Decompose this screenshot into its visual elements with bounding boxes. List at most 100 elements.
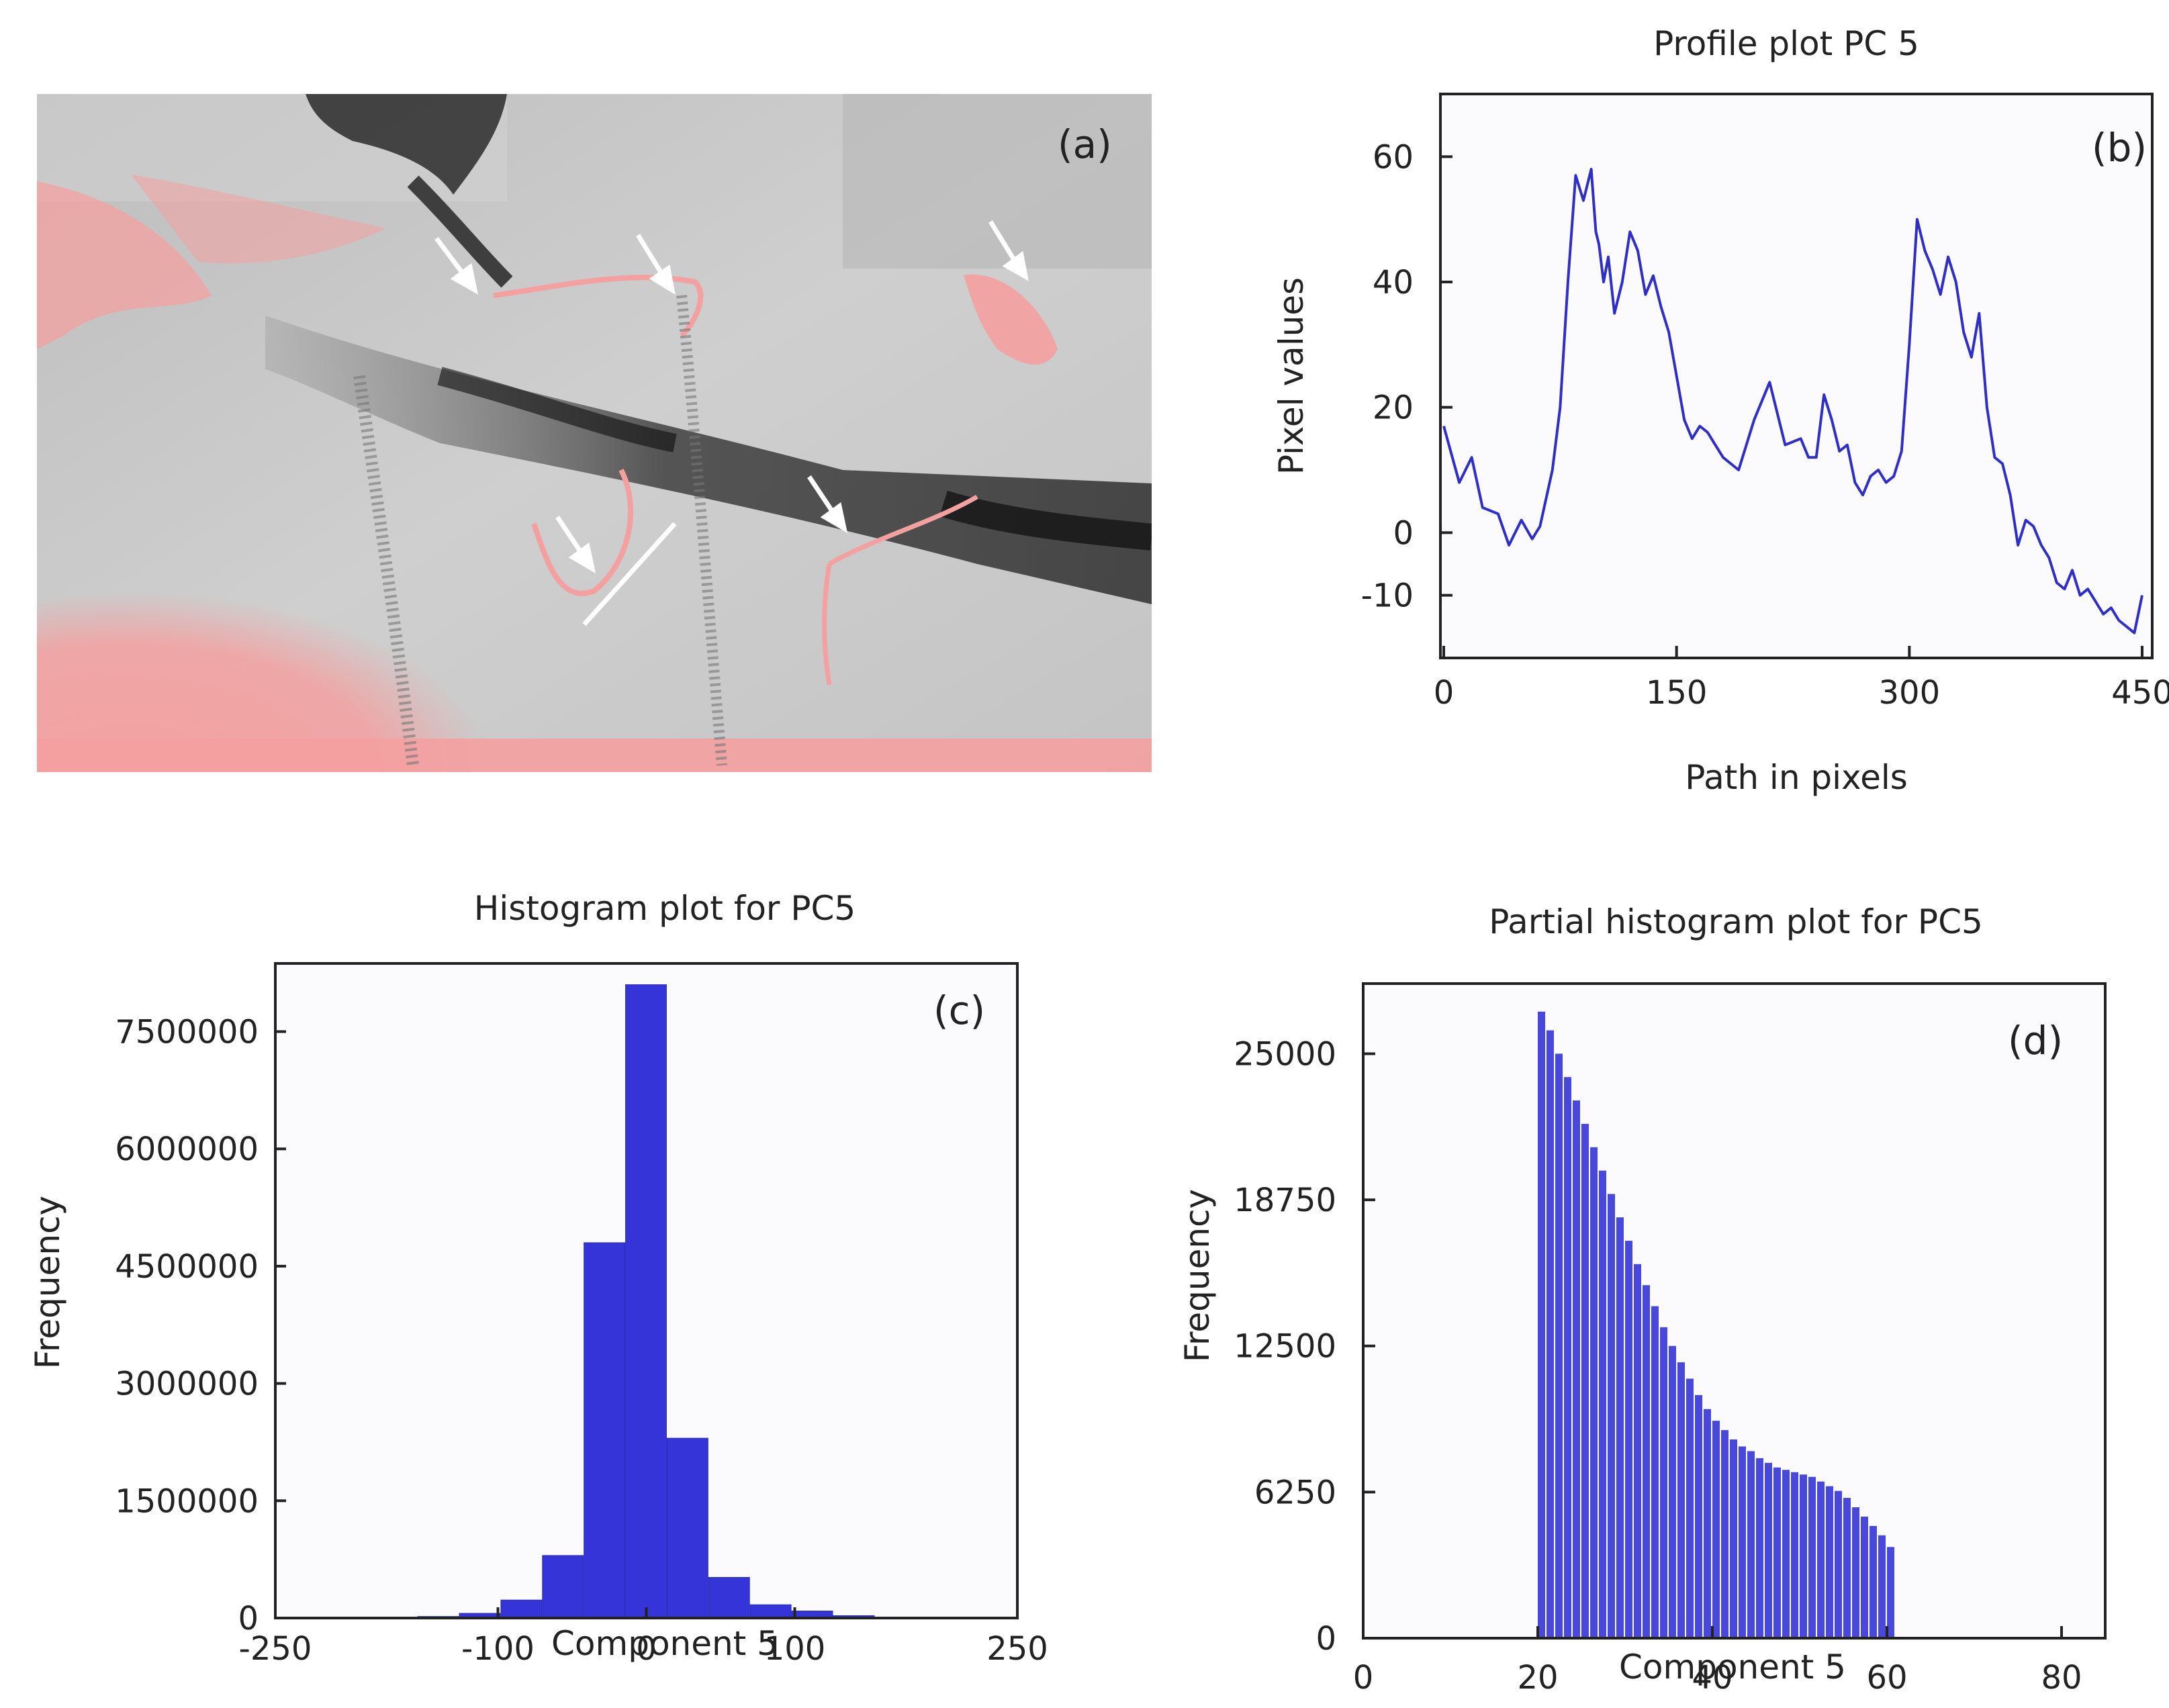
arrow-icon	[636, 234, 676, 295]
profile-plot: Profile plot PC 5 0 150 300 450 60 40 20 0 -10 (…	[1272, 24, 2169, 797]
histogram-bar	[1808, 1476, 1816, 1638]
panel-a: (a)	[37, 94, 1153, 772]
x-tick-label: 100	[764, 1630, 826, 1668]
histogram-bar	[1835, 1490, 1842, 1638]
histogram-bar	[1843, 1498, 1851, 1638]
histogram-bar	[1817, 1481, 1825, 1638]
y-tick-label: 20	[1373, 389, 1414, 427]
y-axis-label: Frequency	[1178, 1189, 1217, 1362]
histogram-bar	[1782, 1470, 1790, 1638]
histogram-bar	[625, 984, 667, 1619]
x-tick-label: 0	[636, 1630, 657, 1668]
panel-d: Partial histogram plot for PC5 0 20 40 60 80…	[1142, 893, 2169, 1705]
y-tick-label: 6000000	[115, 1131, 259, 1168]
y-tick-label: 0	[1316, 1620, 1336, 1658]
panel-b-label: (b)	[2092, 125, 2147, 171]
histogram-bar	[1660, 1327, 1667, 1638]
x-tick-label: 20	[1517, 1659, 1558, 1697]
y-tick-label: 4500000	[115, 1248, 259, 1286]
slick-region-bottom	[37, 470, 641, 772]
histogram-bar	[1791, 1472, 1798, 1638]
x-tick-label: 0	[1434, 674, 1455, 712]
arrow-icon	[555, 516, 596, 574]
histogram-bar	[1870, 1525, 1877, 1638]
chart-title: Profile plot PC 5	[1653, 24, 1919, 63]
histogram-plot: Histogram plot for PC5 -250 -100 0 100 250 0 1…	[28, 889, 1048, 1668]
histogram-bar	[500, 1599, 543, 1619]
x-tick-label: 300	[1879, 674, 1941, 712]
histogram-bar	[1887, 1547, 1894, 1638]
y-tick-label: 7500000	[115, 1014, 259, 1051]
histogram-bar	[1852, 1507, 1859, 1638]
histogram-bar	[1861, 1516, 1868, 1638]
histogram-bar	[1739, 1446, 1746, 1638]
x-tick-label: 40	[1692, 1659, 1733, 1697]
chart-title: Histogram plot for PC5	[474, 889, 856, 928]
histogram-bar	[1564, 1077, 1571, 1638]
histogram-bar	[1538, 1011, 1545, 1638]
y-tick-label: 18750	[1234, 1182, 1336, 1219]
y-tick-label: 6250	[1254, 1474, 1336, 1511]
histogram-bar	[1590, 1147, 1598, 1638]
chart-title: Partial histogram plot for PC5	[1489, 902, 1983, 941]
x-tick-label: 250	[986, 1630, 1048, 1668]
y-axis-label: Pixel values	[1272, 277, 1311, 475]
x-tick-label: -100	[461, 1630, 535, 1668]
histogram-bar	[1625, 1241, 1632, 1638]
histogram-bar	[1704, 1409, 1711, 1638]
histogram-bar	[708, 1576, 750, 1619]
x-axis-label: Component 5	[551, 1624, 778, 1663]
histogram-bar	[1634, 1264, 1641, 1638]
y-tick-label: 3000000	[115, 1366, 259, 1403]
x-tick-label: 450	[2111, 674, 2169, 712]
y-tick-label: 0	[238, 1600, 259, 1638]
profile-transect-line	[582, 522, 677, 626]
x-tick-label: 80	[2041, 1659, 2082, 1697]
panel-a-label: (a)	[1058, 122, 1112, 167]
arrow-icon	[807, 475, 848, 534]
histogram-bar	[1800, 1474, 1807, 1638]
panel-c: Histogram plot for PC5 -250 -100 0 100 250 0 1…	[0, 880, 1074, 1705]
histogram-bar	[1608, 1194, 1615, 1638]
plot-frame	[1362, 982, 2107, 1640]
histogram-bar	[1695, 1394, 1702, 1638]
panel-c-label: (c)	[933, 988, 985, 1033]
histogram-bar	[1555, 1053, 1563, 1638]
histogram-bar	[1651, 1306, 1659, 1638]
x-tick-label: -250	[239, 1630, 312, 1668]
y-tick-label: 12500	[1234, 1328, 1336, 1366]
histogram-bar	[1773, 1467, 1781, 1638]
histogram-bar	[1826, 1486, 1833, 1638]
histogram-bar	[1756, 1458, 1763, 1638]
x-tick-label: 150	[1646, 674, 1708, 712]
plot-frame	[274, 962, 1019, 1619]
series-line-pc5	[1442, 168, 2143, 634]
histogram-bar	[1616, 1217, 1624, 1638]
x-axis-label: Path in pixels	[1685, 758, 1908, 797]
plot-area	[1440, 94, 2152, 658]
histogram-bar	[584, 1242, 626, 1619]
histogram-bar	[1765, 1462, 1772, 1638]
histogram-bar	[749, 1604, 792, 1619]
x-tick-label: 0	[1353, 1659, 1374, 1697]
arrow-icon	[988, 220, 1029, 281]
histogram-bar	[1747, 1451, 1755, 1638]
arrow-icons	[434, 220, 1029, 574]
histogram-bar	[1721, 1430, 1728, 1638]
histogram-bar	[1730, 1439, 1737, 1638]
histogram-bar	[1581, 1123, 1589, 1638]
y-tick-label: -10	[1361, 577, 1414, 615]
y-tick-label: 60	[1373, 138, 1414, 176]
plot-frame	[1439, 93, 2154, 659]
y-axis-label: Frequency	[28, 1196, 67, 1369]
histogram-bar	[1599, 1170, 1606, 1638]
histogram-bar	[1712, 1421, 1720, 1638]
histogram-bar	[1669, 1345, 1676, 1638]
histogram-bar	[1547, 1030, 1554, 1638]
histogram-bar	[1686, 1378, 1694, 1638]
panel-d-label: (d)	[2008, 1018, 2063, 1063]
x-tick-label: 60	[1866, 1659, 1907, 1697]
histogram-bar	[1677, 1362, 1685, 1638]
y-tick-label: 1500000	[115, 1482, 259, 1520]
histogram-bar	[1878, 1535, 1886, 1638]
